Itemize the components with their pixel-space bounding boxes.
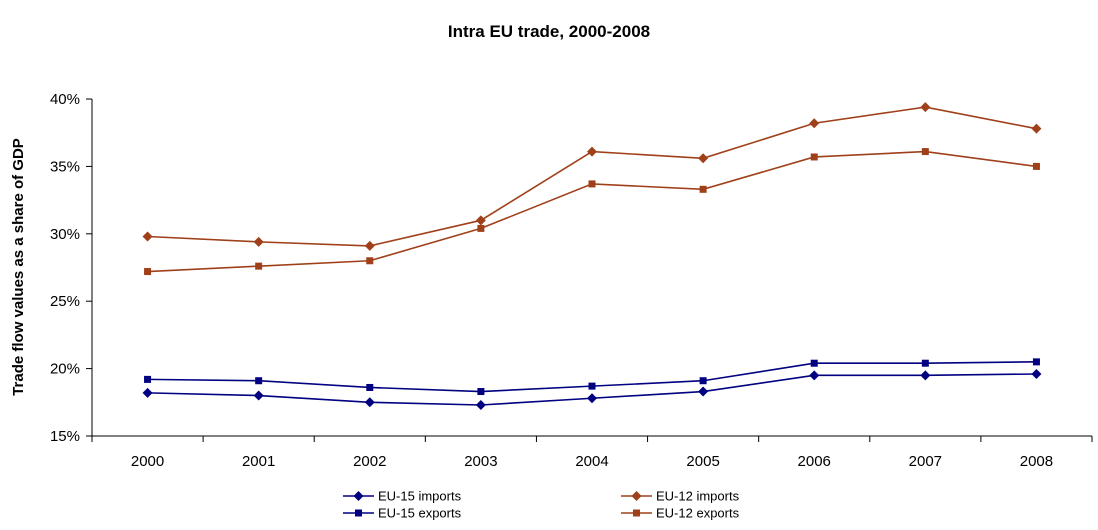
data-point <box>921 359 929 367</box>
x-tick-label: 2006 <box>798 453 831 470</box>
data-point <box>366 257 374 265</box>
y-tick-label: 15% <box>50 428 80 445</box>
legend-label: EU-12 imports <box>656 489 740 504</box>
data-point <box>699 185 707 193</box>
x-tick-label: 2005 <box>686 453 719 470</box>
x-tick-label: 2002 <box>353 453 386 470</box>
legend-marker <box>355 509 362 517</box>
data-point <box>699 377 707 385</box>
y-tick-label: 25% <box>50 293 80 310</box>
x-tick-label: 2008 <box>1020 453 1053 470</box>
data-point <box>366 383 374 391</box>
data-point <box>809 118 820 129</box>
y-tick-label: 40% <box>50 91 80 108</box>
data-point <box>475 215 486 226</box>
data-point <box>921 148 929 156</box>
data-point <box>1031 123 1042 134</box>
chart-title: Intra EU trade, 2000-2008 <box>448 22 650 41</box>
series-line <box>147 150 1037 273</box>
data-point <box>588 180 596 188</box>
data-point <box>920 102 931 113</box>
data-point <box>255 262 263 270</box>
data-point <box>588 382 596 390</box>
data-point <box>142 387 153 398</box>
x-tick-label: 2000 <box>131 453 164 470</box>
data-point <box>477 388 485 396</box>
legend-label: EU-15 exports <box>378 506 462 521</box>
data-point <box>810 153 818 161</box>
x-tick-label: 2001 <box>242 453 275 470</box>
data-point <box>475 399 486 410</box>
data-point <box>810 359 818 367</box>
data-point <box>144 268 152 276</box>
data-point <box>1032 358 1040 366</box>
data-point <box>587 393 597 404</box>
legend: EU-15 imports EU-12 imports EU-15 exports E… <box>343 489 740 521</box>
data-point <box>587 146 597 157</box>
legend-label: EU-12 exports <box>656 506 740 521</box>
data-point <box>144 375 152 383</box>
x-tick-label: 2003 <box>464 453 497 470</box>
x-tick-label: 2007 <box>909 453 942 470</box>
y-tick-label: 35% <box>50 158 80 175</box>
data-point <box>477 224 485 232</box>
series-line <box>147 106 1037 247</box>
data-point <box>698 386 709 397</box>
y-axis-title: Trade flow values as a share of GDP <box>10 138 27 396</box>
data-point <box>253 236 264 247</box>
data-point <box>364 397 375 408</box>
x-tick-label: 2004 <box>575 453 608 470</box>
data-point <box>253 390 264 401</box>
y-tick-label: 30% <box>50 226 80 243</box>
data-point <box>809 370 820 381</box>
y-tick-label: 20% <box>50 361 80 378</box>
data-point <box>255 377 263 385</box>
data-point <box>142 231 153 242</box>
data-point <box>920 370 931 381</box>
data-point <box>1032 162 1040 170</box>
plot-area: 15% 20% 25% 30% 35% 40% 2000 2001 2002 2003 2004 20… <box>50 91 1093 470</box>
data-point <box>1031 368 1042 379</box>
legend-marker <box>631 491 642 501</box>
legend-label: EU-15 imports <box>378 489 462 504</box>
legend-marker <box>353 491 364 501</box>
legend-marker <box>633 509 640 517</box>
data-point <box>698 153 709 164</box>
data-point <box>364 240 375 251</box>
